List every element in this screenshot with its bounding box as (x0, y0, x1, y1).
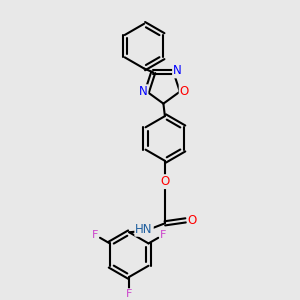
Text: N: N (139, 85, 148, 98)
Text: O: O (160, 175, 170, 188)
Text: O: O (180, 85, 189, 98)
Text: HN: HN (135, 223, 153, 236)
Text: F: F (160, 230, 167, 240)
Text: F: F (92, 230, 98, 240)
Text: O: O (188, 214, 197, 227)
Text: F: F (126, 289, 132, 299)
Text: N: N (173, 64, 182, 77)
